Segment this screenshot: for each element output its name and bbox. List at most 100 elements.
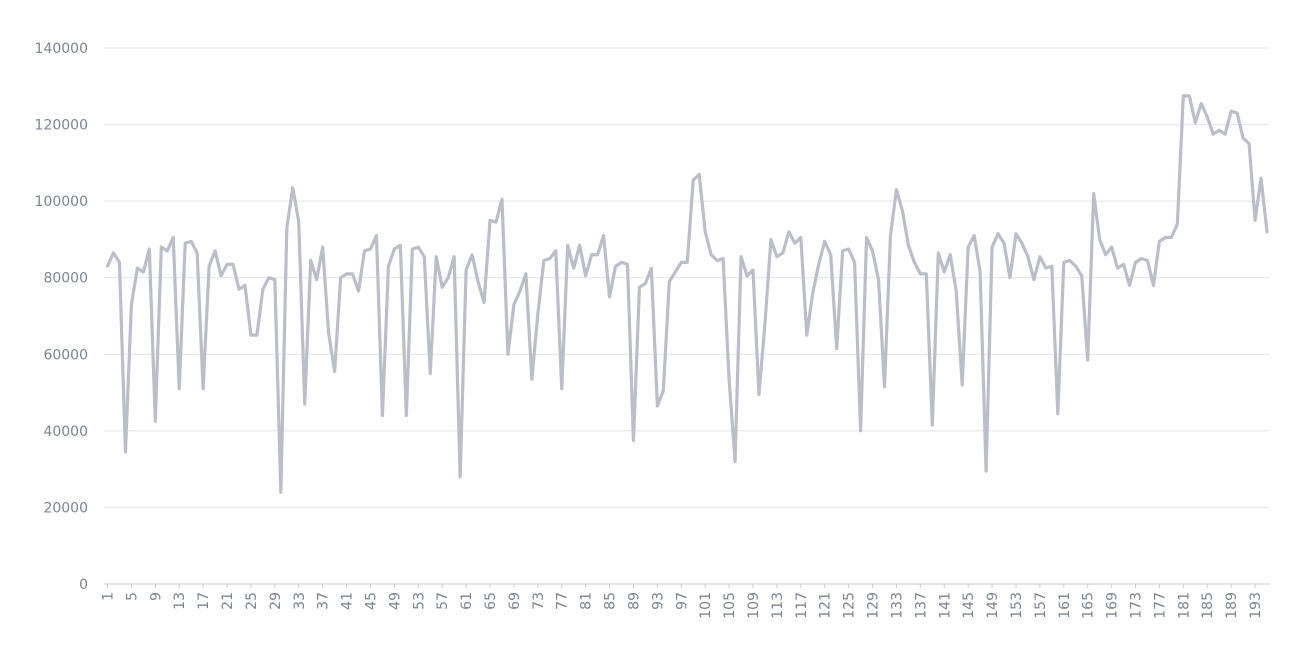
data-point <box>883 385 886 388</box>
data-point <box>453 255 456 258</box>
data-point <box>435 255 438 258</box>
data-point <box>124 450 127 453</box>
data-point <box>471 253 474 256</box>
data-point <box>405 414 408 417</box>
x-tick-label: 25 <box>244 592 260 610</box>
data-point <box>303 403 306 406</box>
x-tick-label: 53 <box>411 592 427 610</box>
data-point <box>548 257 551 260</box>
data-point <box>441 286 444 289</box>
data-point <box>602 234 605 237</box>
data-point <box>895 188 898 191</box>
data-point <box>130 303 133 306</box>
data-point <box>1009 276 1012 279</box>
data-point <box>1146 259 1149 262</box>
data-point <box>1044 267 1047 270</box>
x-tick-label: 189 <box>1224 592 1240 619</box>
data-point <box>1003 242 1006 245</box>
y-tick-label: 140000 <box>35 41 88 57</box>
x-tick-label: 1 <box>101 592 117 601</box>
data-point <box>1092 192 1095 195</box>
data-point <box>740 255 743 258</box>
data-point <box>500 198 503 201</box>
data-point <box>417 246 420 249</box>
grid-lines <box>104 47 1270 508</box>
data-point <box>375 234 378 237</box>
x-tick-label: 113 <box>770 592 786 619</box>
data-point <box>680 261 683 264</box>
series-layer <box>105 94 1269 494</box>
data-point <box>166 249 169 252</box>
x-tick-label: 13 <box>172 592 188 610</box>
data-point <box>1104 253 1107 256</box>
data-point <box>584 274 587 277</box>
data-point <box>1206 115 1209 118</box>
data-point <box>787 230 790 233</box>
data-point <box>208 265 211 268</box>
x-tick-label: 57 <box>435 592 451 610</box>
x-tick-label: 73 <box>531 592 547 610</box>
data-point <box>172 236 175 239</box>
data-point <box>1230 110 1233 113</box>
data-point <box>1122 263 1125 266</box>
data-point <box>369 248 372 251</box>
data-point <box>1266 230 1269 233</box>
data-point <box>775 255 778 258</box>
data-point <box>722 257 725 260</box>
y-tick-label: 0 <box>79 577 88 593</box>
data-point <box>309 259 312 262</box>
data-point <box>285 226 288 229</box>
data-point <box>249 334 252 337</box>
x-tick-label: 61 <box>459 592 475 610</box>
data-point <box>226 263 229 266</box>
data-point <box>596 253 599 256</box>
data-point <box>1098 238 1101 241</box>
data-point <box>590 253 593 256</box>
data-point <box>967 246 970 249</box>
data-point <box>1074 265 1077 268</box>
data-point <box>1086 359 1089 362</box>
data-point <box>943 270 946 273</box>
data-point <box>1068 259 1071 262</box>
data-point <box>1224 133 1227 136</box>
data-point <box>136 267 139 270</box>
data-point <box>1026 255 1029 258</box>
data-point <box>423 255 426 258</box>
x-tick-label: 117 <box>794 592 810 619</box>
data-point <box>267 276 270 279</box>
data-point <box>1194 121 1197 124</box>
data-point <box>351 272 354 275</box>
data-point <box>1014 232 1017 235</box>
data-point <box>1032 278 1035 281</box>
data-point <box>811 292 814 295</box>
x-tick-label: 129 <box>866 592 882 619</box>
data-point <box>686 261 689 264</box>
data-point <box>202 387 205 390</box>
data-point <box>901 209 904 212</box>
data-point <box>793 242 796 245</box>
data-point <box>769 238 772 241</box>
data-point <box>184 242 187 245</box>
x-tick-label: 17 <box>196 592 212 610</box>
x-tick-label: 153 <box>1009 592 1025 619</box>
data-point <box>333 370 336 373</box>
data-point <box>459 475 462 478</box>
data-point <box>315 278 318 281</box>
x-tick-label: 121 <box>818 592 834 619</box>
data-point <box>644 282 647 285</box>
data-point <box>530 378 533 381</box>
data-point <box>148 248 151 251</box>
data-point <box>190 240 193 243</box>
data-point <box>1188 94 1191 97</box>
data-point <box>829 253 832 256</box>
data-point <box>1200 102 1203 105</box>
data-point <box>919 272 922 275</box>
data-point <box>494 221 497 224</box>
x-tick-label: 105 <box>722 592 738 619</box>
x-tick-label: 49 <box>387 592 403 610</box>
x-tick-label: 193 <box>1248 592 1264 619</box>
x-tick-label: 9 <box>148 592 164 601</box>
x-tick-label: 21 <box>220 592 236 610</box>
